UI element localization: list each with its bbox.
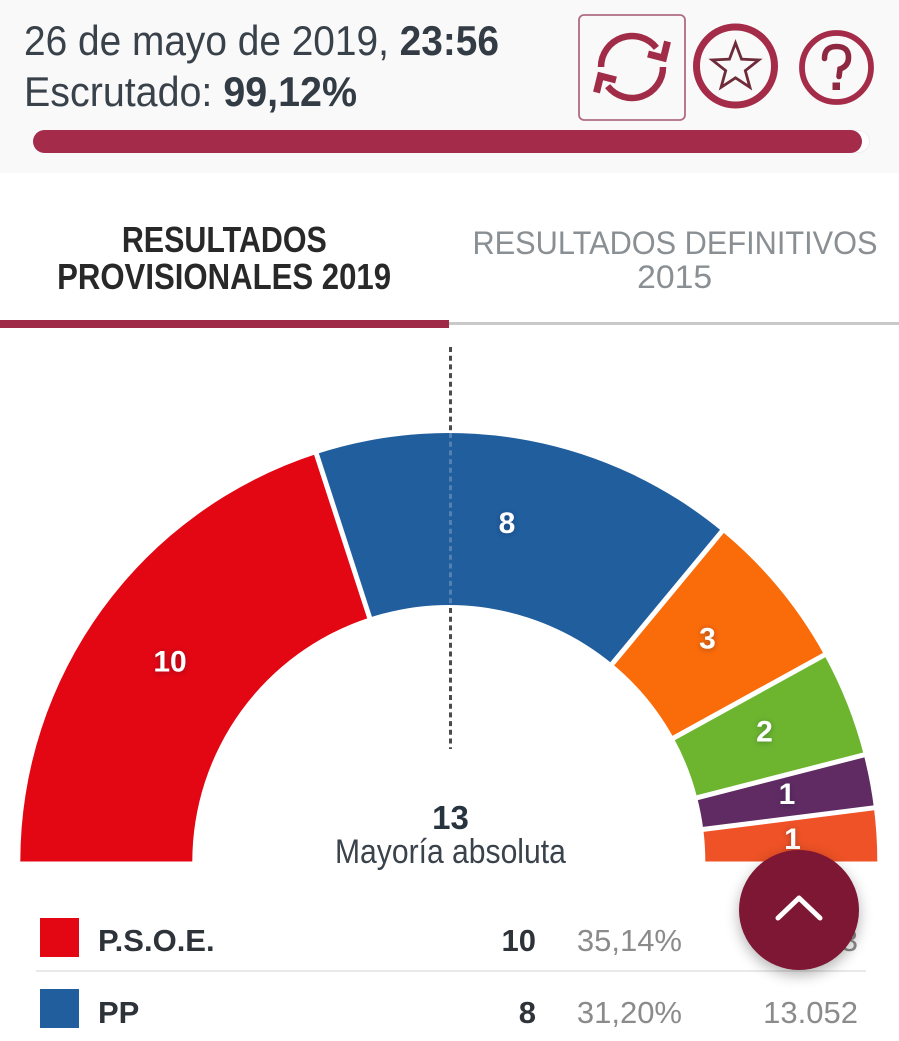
svg-text:1: 1 — [779, 778, 796, 811]
svg-text:2: 2 — [756, 717, 773, 750]
svg-text:10: 10 — [153, 646, 186, 679]
svg-text:3: 3 — [699, 624, 716, 657]
svg-text:8: 8 — [499, 507, 516, 540]
svg-text:1: 1 — [784, 824, 801, 857]
svg-text:1: 1 — [784, 823, 801, 856]
svg-text:8: 8 — [499, 508, 516, 541]
svg-text:10: 10 — [153, 647, 186, 680]
svg-text:2: 2 — [756, 716, 773, 749]
svg-text:1: 1 — [779, 779, 796, 812]
svg-text:3: 3 — [699, 623, 716, 656]
